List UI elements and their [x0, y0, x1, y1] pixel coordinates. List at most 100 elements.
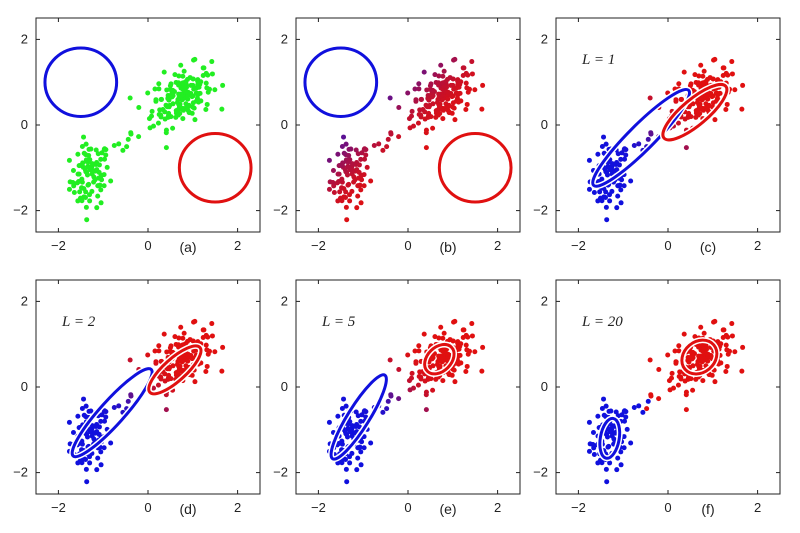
data-point [617, 182, 623, 188]
data-point [89, 188, 95, 194]
data-point [387, 357, 393, 363]
data-point [415, 120, 421, 126]
data-point [644, 406, 650, 412]
data-point [452, 117, 458, 123]
ellipse-blue [70, 367, 154, 459]
data-point [349, 188, 355, 194]
data-point [185, 96, 191, 102]
data-point [707, 75, 713, 81]
data-point [700, 342, 706, 348]
data-point [456, 99, 462, 105]
ellipse-red [177, 132, 253, 204]
data-point [451, 367, 457, 373]
data-point [339, 143, 345, 149]
data-point [356, 169, 362, 175]
data-point [405, 352, 411, 358]
data-point [77, 189, 83, 195]
data-point [200, 65, 206, 71]
data-point [200, 327, 206, 333]
data-point [352, 177, 358, 183]
data-point [464, 363, 470, 369]
data-point [452, 318, 458, 324]
data-point [713, 90, 719, 96]
data-point [371, 143, 377, 149]
data-point [429, 94, 435, 100]
data-point [701, 68, 707, 74]
data-point [465, 334, 471, 340]
data-point [76, 179, 82, 185]
data-point [436, 353, 442, 359]
data-point [361, 445, 367, 451]
data-point [86, 159, 92, 165]
data-point [430, 387, 436, 393]
data-point [433, 114, 439, 120]
data-point [396, 134, 402, 140]
data-point [440, 116, 446, 122]
data-point [108, 178, 114, 184]
y-tick-label: 2 [281, 31, 288, 46]
data-point [606, 164, 612, 170]
data-point [421, 69, 427, 75]
data-point [720, 327, 726, 333]
panel-label: (f) [701, 501, 714, 517]
data-point [185, 358, 191, 364]
data-point [341, 150, 347, 156]
data-point [127, 357, 133, 363]
data-point [358, 462, 364, 468]
data-point [696, 344, 702, 350]
data-point [700, 80, 706, 86]
data-point [346, 164, 352, 170]
data-point [720, 65, 726, 71]
data-point [725, 351, 731, 357]
data-point [440, 73, 446, 79]
data-point [480, 344, 486, 350]
data-point [705, 351, 711, 357]
data-point [185, 351, 191, 357]
data-point [447, 337, 453, 343]
data-point [689, 356, 695, 362]
data-point [172, 72, 178, 78]
data-point [180, 80, 186, 86]
data-point [98, 200, 104, 206]
data-point [336, 179, 342, 185]
data-point [465, 89, 471, 95]
data-point [416, 343, 422, 349]
data-point [472, 87, 478, 93]
data-point [205, 351, 211, 357]
data-point [84, 479, 90, 485]
data-point [164, 104, 170, 110]
data-point [597, 195, 603, 201]
data-point [192, 318, 198, 324]
panel-3: −2 0 2 −2 0 2 L = 1 (c) [533, 17, 781, 255]
data-point [156, 86, 162, 92]
data-point [729, 333, 735, 339]
data-point [205, 72, 211, 78]
data-point [675, 120, 681, 126]
data-point [179, 106, 185, 112]
data-point [705, 96, 711, 102]
data-point [204, 363, 210, 369]
y-tick-label: 0 [281, 117, 288, 132]
data-point [463, 342, 469, 348]
x-tick-label: 0 [404, 500, 411, 515]
iteration-label: L = 1 [581, 52, 615, 68]
data-point [83, 466, 89, 472]
data-point [417, 374, 423, 380]
data-point [421, 331, 427, 337]
data-point [723, 106, 729, 112]
data-point [456, 361, 462, 367]
data-point [376, 141, 382, 147]
data-point [92, 177, 98, 183]
data-point [203, 106, 209, 112]
data-point [189, 110, 195, 116]
panel-1: −2 0 2 −2 0 2 (a) [13, 17, 261, 255]
data-point [346, 426, 352, 432]
data-point [622, 408, 628, 414]
data-point [443, 105, 449, 111]
panel-frame [295, 279, 521, 495]
data-point [81, 134, 87, 140]
data-point [408, 375, 414, 381]
data-point [681, 69, 687, 75]
data-point [615, 151, 621, 157]
data-point [342, 194, 348, 200]
